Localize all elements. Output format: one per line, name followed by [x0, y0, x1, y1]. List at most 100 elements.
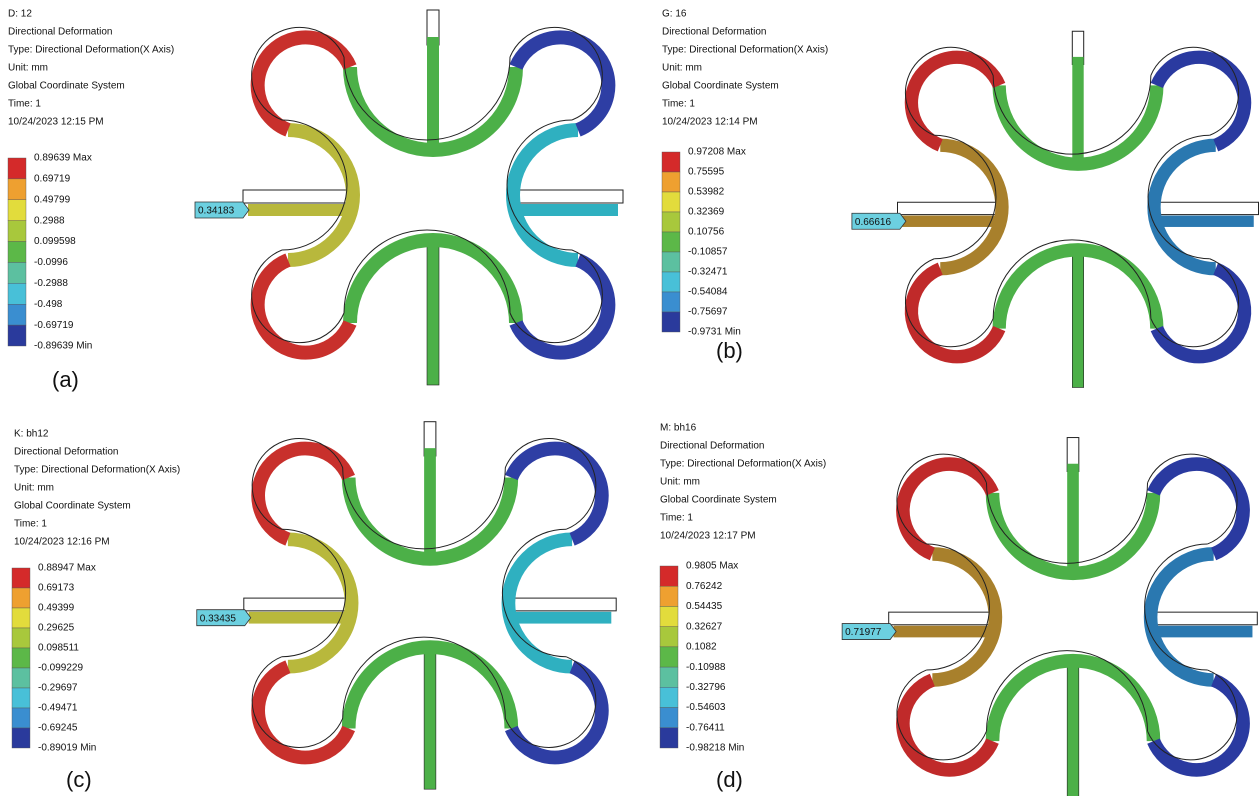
arm — [513, 612, 611, 624]
beam-lobe — [1157, 269, 1245, 357]
stem — [424, 647, 436, 789]
arm-outline — [513, 190, 623, 203]
legend-label: -0.29697 — [38, 683, 78, 694]
beam-lobe — [516, 37, 608, 130]
info-line: Global Coordinate System — [662, 81, 779, 92]
legend-label: -0.75697 — [688, 307, 728, 318]
legend-label: -0.9731 Min — [688, 327, 741, 338]
arm — [902, 216, 1002, 227]
beam-lobe — [511, 449, 602, 540]
legend-label: 0.53982 — [688, 187, 725, 198]
info-line: Type: Directional Deformation(X Axis) — [14, 465, 180, 476]
legend-swatch — [12, 688, 30, 708]
legend-swatch — [662, 252, 680, 272]
legend-label: 0.76242 — [686, 581, 723, 592]
info-line: Unit: mm — [8, 63, 48, 74]
arm — [518, 204, 618, 216]
legend-label: -0.54603 — [686, 702, 726, 713]
info-line: Directional Deformation — [14, 447, 119, 458]
arm-outline — [508, 598, 616, 611]
legend-swatch — [8, 200, 26, 221]
legend-swatch — [660, 586, 678, 606]
info-line: Global Coordinate System — [660, 495, 777, 506]
legend-label: 0.49799 — [34, 194, 71, 205]
legend-swatch — [662, 152, 680, 172]
info-line: Global Coordinate System — [14, 501, 131, 512]
beam-lobe — [1154, 464, 1244, 554]
probe-value: 0.66616 — [855, 217, 892, 228]
beam-lobe — [911, 57, 999, 145]
info-line: Type: Directional Deformation(X Axis) — [8, 45, 174, 56]
info-line: Time: 1 — [14, 519, 47, 530]
legend-swatch — [8, 262, 26, 283]
legend-swatch — [662, 192, 680, 212]
info-line: D: 12 — [8, 9, 32, 20]
info-line: Time: 1 — [660, 513, 693, 524]
info-line: Directional Deformation — [660, 441, 765, 452]
beam-lobe — [258, 260, 350, 353]
legend-label: 0.69719 — [34, 174, 71, 185]
info-line: 10/24/2023 12:16 PM — [14, 537, 110, 548]
info-line: Time: 1 — [8, 99, 41, 110]
info-line: Unit: mm — [662, 63, 702, 74]
legend-label: -0.2988 — [34, 278, 68, 289]
info-line: 10/24/2023 12:14 PM — [662, 117, 758, 128]
legend-swatch — [12, 648, 30, 668]
legend-swatch — [660, 708, 678, 728]
legend-label: -0.32796 — [686, 682, 726, 693]
legend-label: 0.75595 — [688, 167, 725, 178]
info-line: Directional Deformation — [662, 27, 767, 38]
legend-label: -0.49471 — [38, 703, 78, 714]
stem — [1067, 661, 1079, 796]
info-line: Type: Directional Deformation(X Axis) — [660, 459, 826, 470]
panel: M: bh16 Directional Deformation Type: Dire… — [660, 423, 1257, 796]
legend-swatch — [12, 588, 30, 608]
legend-label: 0.2988 — [34, 215, 65, 226]
legend-label: 0.32627 — [686, 621, 723, 632]
arm — [1155, 626, 1252, 638]
legend-swatch — [662, 172, 680, 192]
beam-lobe — [911, 269, 999, 357]
legend-swatch — [660, 647, 678, 667]
legend-label: -0.76411 — [686, 722, 725, 733]
info-line: Time: 1 — [662, 99, 695, 110]
legend-swatch — [660, 728, 678, 748]
panel: D: 12Directional DeformationType: Direct… — [8, 9, 623, 392]
panel-label: (a) — [52, 367, 79, 392]
legend-label: -0.69719 — [34, 320, 74, 331]
legend-swatch — [12, 708, 30, 728]
beam-lobe — [1157, 57, 1245, 145]
legend-label: -0.89639 Min — [34, 341, 92, 352]
arm — [248, 204, 353, 216]
arm-outline — [898, 202, 1003, 214]
arm — [249, 612, 352, 624]
legend-label: 0.69173 — [38, 583, 75, 594]
legend-label: 0.1082 — [686, 642, 717, 653]
beam-lobe — [258, 37, 350, 130]
info-line: Unit: mm — [14, 483, 54, 494]
panel-label: (c) — [66, 767, 92, 792]
legend-swatch — [662, 312, 680, 332]
stem — [427, 37, 439, 147]
info-line: M: bh16 — [660, 423, 697, 434]
legend-swatch — [8, 221, 26, 242]
arm-outline — [889, 612, 996, 625]
legend-swatch — [8, 304, 26, 325]
legend-label: 0.49399 — [38, 603, 75, 614]
arm — [894, 626, 996, 638]
legend-label: -0.10988 — [686, 662, 726, 673]
info-line: Type: Directional Deformation(X Axis) — [662, 45, 828, 56]
info-line: Unit: mm — [660, 477, 700, 488]
legend-swatch — [12, 728, 30, 748]
probe-value: 0.71977 — [845, 627, 882, 638]
beam-lobe — [903, 464, 993, 554]
legend-label: -0.498 — [34, 299, 63, 310]
arm-outline — [244, 598, 352, 611]
legend-swatch — [12, 568, 30, 588]
stem — [427, 240, 439, 385]
figure: D: 12 Directional Deformation Type: Direct… — [0, 0, 1260, 796]
legend-swatch — [8, 325, 26, 346]
legend-swatch — [12, 628, 30, 648]
beam-lobe — [258, 667, 349, 758]
legend-swatch — [12, 608, 30, 628]
